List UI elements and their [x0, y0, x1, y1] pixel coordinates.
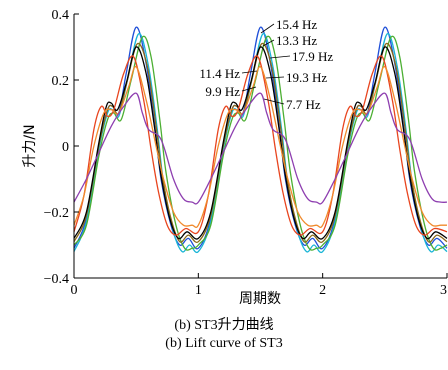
- annotation-leader-13-3-hz: [262, 39, 275, 47]
- annotation-7-7-hz: 7.7 Hz: [286, 97, 321, 112]
- x-tick-label: 3: [440, 283, 447, 298]
- y-tick-label: 0.4: [52, 8, 70, 23]
- annotation-leader-17-9-hz: [269, 55, 291, 59]
- annotation-11-4-hz: 11.4 Hz: [199, 66, 240, 81]
- y-tick-label: −0.4: [44, 272, 69, 287]
- series-line-11-4-hz: [73, 46, 448, 240]
- annotation-15-4-hz: 15.4 Hz: [276, 17, 317, 32]
- annotation-19-3-hz: 19.3 Hz: [286, 70, 327, 85]
- series-layer: [73, 26, 448, 254]
- series-line-13-3-hz: [73, 33, 448, 254]
- x-axis-label: 周期数: [239, 291, 281, 307]
- x-tick-label: 2: [319, 283, 326, 298]
- y-tick-label: 0.2: [52, 74, 70, 89]
- annotation-17-9-hz: 17.9 Hz: [292, 49, 333, 64]
- axes-layer: −0.4 −0.2 0 0.2 0.4 0 1 2 3: [44, 8, 448, 298]
- series-line-17-9-hz: [73, 35, 448, 251]
- annotation-leader-15-4-hz: [260, 23, 275, 34]
- annotation-leader-11-4-hz: [241, 70, 258, 74]
- series-line-9-9-hz: [73, 55, 448, 236]
- annotation-leader-7-7-hz: [263, 98, 285, 105]
- series-line-15-4-hz: [73, 26, 448, 250]
- x-tick-label: 1: [195, 283, 202, 298]
- series-line-unlabeled: [73, 92, 448, 205]
- y-tick-label: −0.2: [44, 206, 69, 221]
- annotation-13-3-hz: 13.3 Hz: [276, 33, 317, 48]
- y-axis-label: 升力/N: [22, 124, 38, 167]
- annotation-9-9-hz: 9.9 Hz: [205, 84, 240, 99]
- y-tick-label: 0: [62, 140, 69, 155]
- annotation-leader-19-3-hz: [265, 76, 285, 79]
- figure-caption-chinese: (b) ST3升力曲线: [174, 318, 274, 333]
- annotation-leader-9-9-hz: [241, 86, 257, 92]
- figure-caption-english: (b) Lift curve of ST3: [165, 336, 283, 351]
- series-line-19-3-hz: [73, 42, 448, 244]
- series-line-7-7-hz: [73, 66, 447, 229]
- x-tick-label: 0: [71, 283, 78, 298]
